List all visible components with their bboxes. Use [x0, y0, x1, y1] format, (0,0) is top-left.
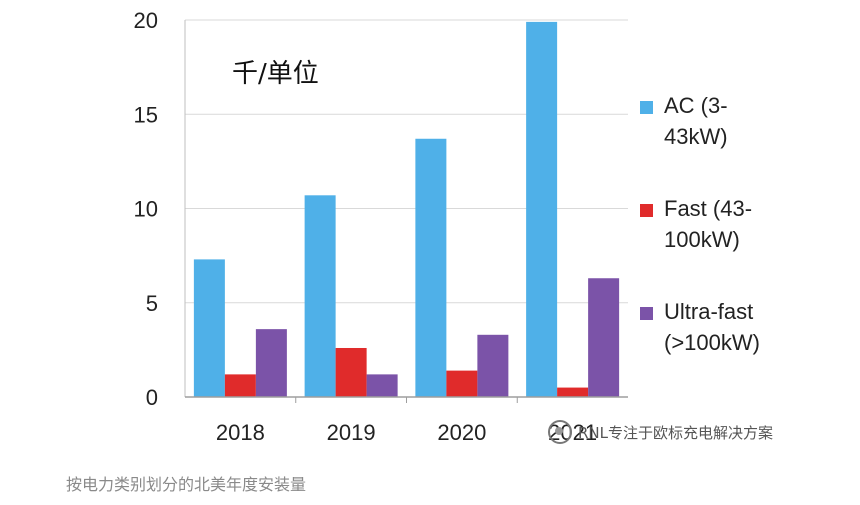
- legend-label: (>100kW): [664, 330, 760, 355]
- legend-label: 100kW): [664, 227, 740, 252]
- bar: [255, 329, 287, 397]
- watermark: RNL专注于欧标充电解决方案: [548, 420, 773, 444]
- legend: AC (3- 43kW) Fast (43- 100kW) Ultra-fast (>10…: [640, 93, 760, 355]
- x-tick-label: 2019: [327, 420, 376, 445]
- bar: [366, 374, 398, 397]
- unit-label: 千/单位: [232, 59, 319, 89]
- bar: [193, 259, 225, 397]
- bar: [526, 21, 558, 397]
- bar: [304, 195, 336, 397]
- y-tick-label: 15: [134, 102, 158, 127]
- bar: [446, 370, 478, 397]
- y-tick-label: 5: [146, 291, 158, 316]
- bar: [588, 278, 620, 397]
- y-tick-label: 10: [134, 197, 158, 222]
- bar: [477, 334, 509, 397]
- legend-label: AC (3-: [664, 93, 728, 118]
- bar: [557, 387, 589, 397]
- wechat-icon: [548, 420, 572, 444]
- y-tick-label: 0: [146, 385, 158, 410]
- legend-label: 43kW): [664, 124, 728, 149]
- legend-label: Fast (43-: [664, 196, 752, 221]
- bar: [415, 138, 447, 397]
- x-tick-label: 2018: [216, 420, 265, 445]
- x-tick-label: 2020: [437, 420, 486, 445]
- legend-swatch: [640, 204, 653, 217]
- figure-caption: 按电力类别划分的北美年度安装量: [66, 475, 307, 494]
- bar: [335, 347, 367, 397]
- legend-swatch: [640, 101, 653, 114]
- watermark-text: RNL专注于欧标充电解决方案: [578, 423, 774, 442]
- y-tick-label: 20: [134, 8, 158, 33]
- legend-label: Ultra-fast: [664, 299, 753, 324]
- bars: [193, 21, 620, 397]
- legend-swatch: [640, 307, 653, 320]
- bar: [224, 374, 256, 397]
